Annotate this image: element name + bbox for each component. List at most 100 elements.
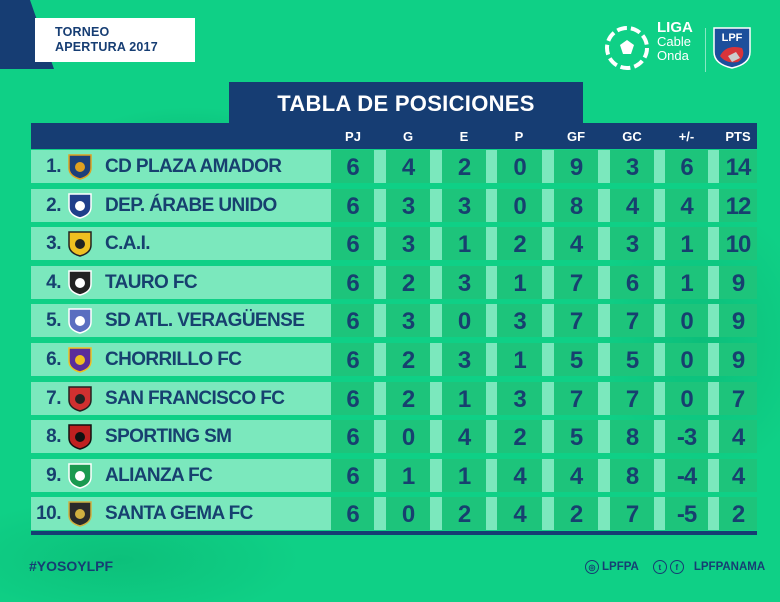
column-separator xyxy=(598,188,610,222)
stat-p: 3 xyxy=(513,308,526,336)
stat-cell xyxy=(331,227,374,261)
column-separator xyxy=(708,381,719,415)
stat-cell xyxy=(719,343,757,376)
column-separator xyxy=(542,497,554,531)
arabe-unido-crest-icon xyxy=(68,192,92,219)
stat-diff: 0 xyxy=(680,308,693,336)
column-separator xyxy=(374,420,386,454)
facebook-icon[interactable]: f xyxy=(669,560,684,574)
column-separator xyxy=(430,150,442,183)
santa-gema-crest-icon xyxy=(68,501,92,528)
table-bottom-rule xyxy=(31,531,757,535)
stat-gf: 7 xyxy=(569,308,583,336)
stat-cell xyxy=(610,227,654,261)
stat-gf: 4 xyxy=(569,231,583,259)
stat-cell xyxy=(610,420,654,454)
stat-gc: 6 xyxy=(625,269,639,297)
twitter-icon[interactable]: t xyxy=(652,560,667,574)
stat-p: 0 xyxy=(513,192,526,220)
col-header-pj: PJ xyxy=(345,129,361,144)
twitter-facebook-handle[interactable]: LPFPANAMA xyxy=(693,561,766,573)
stat-cell xyxy=(554,188,598,222)
team-name: ALIANZA FC xyxy=(105,464,213,486)
stat-pj: 6 xyxy=(346,308,359,336)
table-row: 4. TAURO FC 6 2 3 1 7 6 1 9 xyxy=(31,265,757,299)
stat-cell xyxy=(331,420,374,454)
column-separator xyxy=(430,188,442,222)
stat-cell xyxy=(554,343,598,376)
column-separator xyxy=(708,150,719,183)
stat-cell xyxy=(554,381,598,415)
stat-cell xyxy=(610,497,654,531)
stat-cell xyxy=(497,150,542,183)
stat-g: 0 xyxy=(401,424,415,452)
column-separator xyxy=(598,265,610,299)
column-separator xyxy=(654,265,665,299)
stat-g: 4 xyxy=(401,154,415,181)
stat-cell xyxy=(497,497,542,531)
stat-gc: 4 xyxy=(625,192,639,220)
stat-p: 4 xyxy=(513,501,526,529)
stat-cell xyxy=(665,188,708,222)
column-separator xyxy=(374,343,386,376)
column-separator xyxy=(542,304,554,338)
stat-g: 2 xyxy=(401,385,415,413)
stat-pts: 2 xyxy=(731,501,745,529)
table-row: 5. SD ATL. VERAGÜENSE 6 3 0 3 7 7 0 9 xyxy=(31,304,757,338)
stat-diff: 4 xyxy=(680,192,693,220)
column-separator xyxy=(708,304,719,338)
stat-cell xyxy=(719,497,757,531)
instagram-handle[interactable]: LPFPA xyxy=(602,561,639,573)
stat-cell xyxy=(442,150,486,183)
stat-p: 2 xyxy=(513,231,526,259)
column-separator xyxy=(430,497,442,531)
stat-cell xyxy=(442,381,486,415)
position: 1. xyxy=(46,156,61,177)
column-separator xyxy=(374,150,386,183)
table-row: 10. SANTA GEMA FC 6 0 2 4 2 7 -5 2 xyxy=(31,497,757,531)
column-separator xyxy=(542,458,554,492)
column-separator xyxy=(430,304,442,338)
stat-cell xyxy=(719,458,757,492)
stat-pj: 6 xyxy=(346,192,359,220)
stat-cell xyxy=(386,265,430,299)
plaza-amador-crest-icon xyxy=(68,154,92,180)
column-separator xyxy=(542,227,554,261)
column-separator xyxy=(598,304,610,338)
column-separator xyxy=(654,188,665,222)
stat-cell xyxy=(442,304,486,338)
position: 2. xyxy=(46,194,61,216)
table-row: 9. ALIANZA FC 6 1 1 4 4 8 -4 4 xyxy=(31,458,757,492)
cai-crest-icon xyxy=(68,231,92,257)
stat-cell xyxy=(610,265,654,299)
stat-cell xyxy=(554,265,598,299)
col-header-gc: GC xyxy=(622,129,642,144)
sporting-sm-crest-icon xyxy=(68,424,92,450)
column-separator xyxy=(542,420,554,454)
stat-cell xyxy=(719,150,757,183)
stat-cell xyxy=(497,265,542,299)
stat-cell xyxy=(442,458,486,492)
stat-cell xyxy=(554,150,598,183)
table-header: PJ G E P GF GC +/- PTS xyxy=(31,123,757,149)
stat-cell xyxy=(665,227,708,261)
column-separator xyxy=(486,343,497,376)
column-separator xyxy=(374,188,386,222)
stat-pj: 6 xyxy=(346,462,359,490)
stat-gc: 8 xyxy=(625,462,639,490)
table-row: 3. C.A.I. 6 3 1 2 4 3 1 10 xyxy=(31,227,757,261)
column-separator xyxy=(430,381,442,415)
stat-e: 3 xyxy=(457,269,471,297)
stat-e: 3 xyxy=(457,192,471,220)
stat-cell xyxy=(442,265,486,299)
stat-cell xyxy=(719,188,757,222)
team-name: C.A.I. xyxy=(105,233,151,255)
instagram-icon[interactable]: ◎ xyxy=(585,560,599,574)
team-name: SPORTING SM xyxy=(105,426,232,448)
team-name: CD PLAZA AMADOR xyxy=(105,156,282,177)
stat-cell xyxy=(610,458,654,492)
alianza-crest-icon xyxy=(68,463,92,489)
stat-cell xyxy=(442,497,486,531)
stat-cell xyxy=(497,343,542,376)
stat-pj: 6 xyxy=(346,424,359,452)
